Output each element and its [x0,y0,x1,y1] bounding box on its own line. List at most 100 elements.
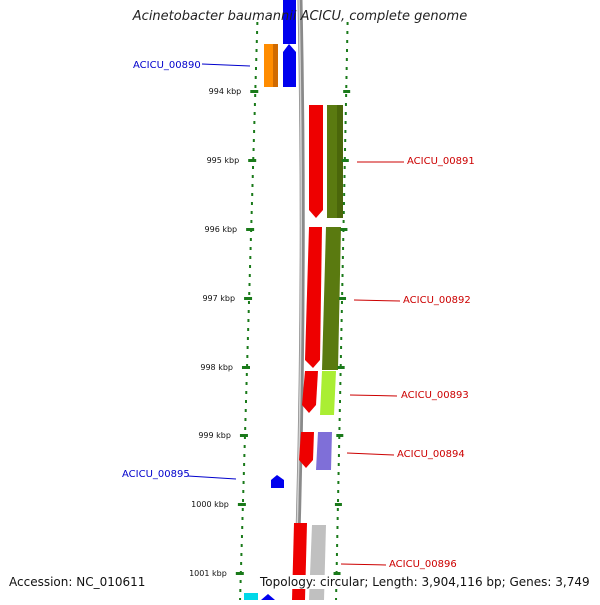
guide-dot-right [345,58,348,61]
gene-leader-line [353,299,401,302]
guide-dot-right [343,193,346,196]
guide-dot-right [337,472,340,475]
gene-label[interactable]: ACICU_00892 [403,295,471,306]
gene-cds-lime-00893[interactable] [320,371,336,415]
gene-features [244,0,343,600]
gene-cds-purple-00894[interactable] [316,432,332,470]
guide-dot-right [342,238,345,241]
gene-feature-red-00892[interactable] [305,227,322,368]
guide-dot-left [253,121,256,124]
guide-dot-right [341,283,344,286]
gene-labels: ACICU_00890 ACICU_00891 ACICU_00892 ACICU_0… [122,60,475,570]
guide-dot-right [337,454,340,457]
scale-tick-left [246,228,255,231]
guide-dot-left [243,454,246,457]
guide-dot-right [339,364,342,367]
gene-feature-blue-forward[interactable] [283,44,296,87]
guide-dot-left [255,40,258,43]
dotted-guides [239,22,349,601]
accession-text: Accession: NC_010611 [9,575,146,589]
gene-leader-line [349,394,398,397]
genome-backbone-highlight [294,0,302,601]
guide-dot-left [241,517,244,520]
guide-dot-left [246,346,249,349]
guide-dot-left [239,589,242,592]
gene-label[interactable]: ACICU_00891 [407,156,475,167]
guide-dot-left [249,247,252,250]
guide-dot-right [343,184,346,187]
gene-label[interactable]: ACICU_00893 [401,390,469,401]
guide-dot-left [249,265,252,268]
guide-dot-right [336,508,339,511]
guide-dot-left [252,139,255,142]
page-title: Acinetobacter baumannii ACICU, complete … [132,9,468,24]
gene-leader-line [340,563,387,566]
guide-dot-right [344,139,347,142]
scale-ticks: 994 kbp 995 kbp 996 kbp 997 kbp 998 kbp 999 k… [189,87,351,578]
guide-dot-left [245,382,248,385]
gene-feature-blue-00895[interactable] [271,475,284,488]
guide-dot-left [240,553,243,556]
gene-cds-olive-00892[interactable] [322,227,341,370]
guide-dot-left [244,427,247,430]
gene-label[interactable]: ACICU_00896 [389,559,457,570]
guide-dot-right [344,121,347,124]
scale-tick-left [250,90,259,93]
genome-summary-text: Topology: circular; Length: 3,904,116 bp… [260,575,590,589]
guide-dot-right [344,103,347,106]
guide-dot-right [340,346,343,349]
gene-feature-blue-bottom[interactable] [261,594,275,600]
guide-dot-right [340,337,343,340]
guide-dot-right [336,544,339,547]
guide-dot-left [256,22,259,25]
guide-dot-left [245,391,248,394]
gene-label[interactable]: ACICU_00894 [397,449,465,460]
guide-dot-right [346,22,349,25]
guide-dot-left [242,490,245,493]
gene-feature-red-00893[interactable] [302,371,318,413]
guide-dot-right [342,247,345,250]
guide-dot-left [253,130,256,133]
gene-feature-top-blue-arrow[interactable] [283,34,296,44]
guide-dot-right [335,589,338,592]
guide-dot-right [343,157,346,160]
guide-dot-right [338,418,341,421]
guide-dot-left [240,562,243,565]
guide-dot-right [345,76,348,79]
guide-dot-right [339,391,342,394]
guide-dot-right [337,481,340,484]
guide-dot-right [344,112,347,115]
guide-dot-left [245,400,247,403]
guide-dot-right [336,535,339,538]
scale-tick-label: 994 kbp [209,87,242,96]
guide-dot-left [250,220,253,223]
gene-cds-olive-00891-shade [337,105,343,218]
scale-tick-right [333,572,341,575]
gene-label[interactable]: ACICU_00890 [133,60,201,71]
guide-dot-left [240,544,243,547]
guide-dot-left [256,31,259,34]
guide-dot-right [345,85,348,88]
gene-label[interactable]: ACICU_00895 [122,469,190,480]
guide-dot-left [254,85,257,88]
guide-dot-right [339,400,341,403]
guide-dot-right [338,409,341,412]
guide-dot-left [244,418,247,421]
guide-dot-left [251,175,254,178]
guide-dot-left [247,310,250,313]
gene-feature-red-00891[interactable] [309,105,323,218]
guide-dot-left [247,328,250,331]
gene-feature-cyan-bottom[interactable] [244,593,258,600]
guide-dot-left [254,76,257,79]
guide-dot-left [240,535,243,538]
scale-tick-right [343,90,351,93]
scale-tick-label: 999 kbp [198,431,231,440]
scale-tick-left [235,572,244,575]
guide-dot-left [252,166,255,169]
guide-dot-right [346,40,349,43]
guide-dot-left [254,67,257,70]
gene-feature-top-blue[interactable] [283,0,296,44]
guide-dot-left [241,526,244,529]
gene-feature-red-00894[interactable] [299,432,314,468]
